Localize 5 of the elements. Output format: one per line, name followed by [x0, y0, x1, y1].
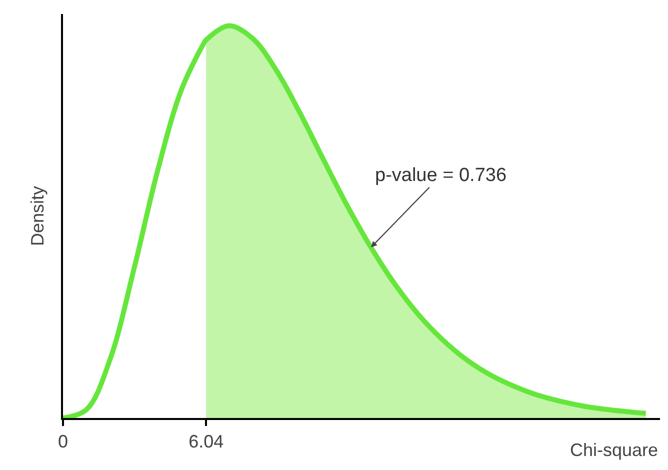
- x-tick-label: 0: [58, 432, 68, 452]
- y-axis-title: Density: [28, 186, 48, 246]
- x-tick-label: 6.04: [188, 432, 224, 452]
- annotation: p-value = 0.736: [375, 165, 507, 186]
- x-axis-title: Chi-square: [570, 440, 658, 460]
